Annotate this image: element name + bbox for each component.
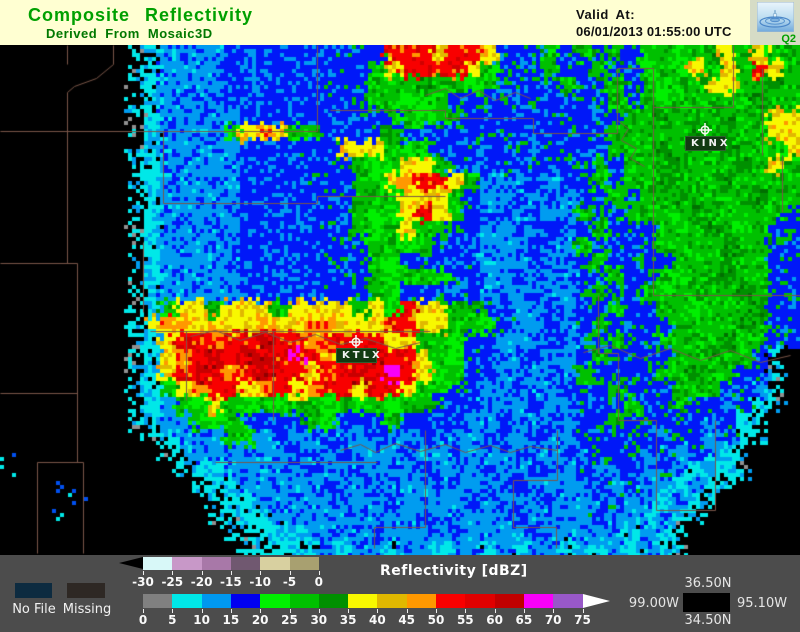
scale-bottom-cell-9 — [406, 594, 437, 608]
scale-bottom-tick-15 — [582, 609, 584, 613]
scale-bottom-tick-7 — [348, 609, 350, 613]
scale-top-tick-label-1: -25 — [161, 575, 184, 589]
scale-bottom-tick-12 — [494, 609, 496, 613]
scale-bottom-tick-13 — [523, 609, 525, 613]
scale-bottom-tick-2 — [201, 609, 203, 613]
scale-bottom-cell-1 — [172, 594, 203, 608]
scale-bottom-cell-10 — [436, 594, 466, 608]
scale-bottom-tick-14 — [553, 609, 555, 613]
bound-south: 34.50N — [684, 613, 732, 628]
scale-bottom-tick-label-15: 75 — [574, 613, 591, 627]
q2-logo-label: Q2 — [781, 33, 796, 45]
station-label-ktlx: KTLX — [336, 348, 380, 363]
scale-top-tick-label-0: -30 — [132, 575, 154, 589]
scale-top-tick-label-2: -20 — [190, 575, 213, 589]
ktlx-radar-site-icon — [349, 335, 363, 349]
scale-top-cell-2 — [201, 557, 232, 570]
scale-top-cell-1 — [172, 557, 203, 570]
scale-bottom-tick-label-4: 20 — [251, 613, 269, 627]
scale-top-tick-4 — [260, 571, 262, 575]
kinx-radar-site-icon — [698, 123, 712, 137]
scale-bottom-tick-6 — [318, 609, 320, 613]
scale-bottom-tick-label-3: 15 — [222, 613, 240, 627]
scale-top-tick-label-4: -10 — [249, 575, 272, 589]
scale-bottom-tick-label-13: 65 — [515, 613, 533, 627]
scale-top-arrow-icon — [119, 557, 143, 569]
scale-bottom-tick-label-0: 0 — [138, 613, 148, 627]
scale-top-tick-2 — [201, 571, 203, 575]
scale-bottom-tick-label-11: 55 — [456, 613, 474, 627]
scale-bottom-tick-label-5: 25 — [281, 613, 298, 627]
station-label-kinx: KINX — [685, 136, 728, 151]
radar-map: KTLX KINX — [0, 45, 800, 555]
scale-bottom-tick-label-7: 35 — [339, 613, 357, 627]
scale-bottom-cell-3 — [230, 594, 261, 608]
scale-top-tick-label-6: 0 — [314, 575, 323, 589]
scale-bottom-tick-label-14: 70 — [544, 613, 562, 627]
no-file-label: No File — [12, 602, 56, 617]
legend-panel: No File Missing Reflectivity [dBZ] -30 -2… — [0, 555, 800, 632]
scale-top-tick-1 — [172, 571, 174, 575]
scale-bottom-tick-10 — [436, 609, 437, 613]
valid-at-value: 06/01/2013 01:55:00 UTC — [576, 24, 732, 39]
scale-bottom-cell-4 — [260, 594, 290, 608]
bound-east: 95.10W — [737, 596, 788, 611]
scale-bottom-cell-0 — [143, 594, 173, 608]
scale-bottom-tick-8 — [377, 609, 379, 613]
scale-bottom-tick-3 — [230, 609, 232, 613]
scale-bottom-tick-label-12: 60 — [486, 613, 503, 627]
no-file-swatch — [15, 583, 52, 598]
q2-water-ripple-icon — [757, 2, 794, 32]
scale-bottom-cell-13 — [523, 594, 554, 608]
scale-bottom-cell-2 — [201, 594, 232, 608]
scale-bottom-tick-label-8: 40 — [369, 613, 386, 627]
scale-bottom-tick-label-1: 5 — [168, 613, 177, 627]
scale-bottom-tick-0 — [143, 609, 144, 613]
valid-at-label: Valid At: — [576, 7, 636, 22]
scale-title: Reflectivity [dBZ] — [380, 563, 528, 579]
scale-bottom-tick-label-2: 10 — [193, 613, 210, 627]
scale-top-tick-0 — [143, 571, 144, 575]
scale-bottom-tick-5 — [289, 609, 291, 613]
scale-bottom-tick-4 — [260, 609, 262, 613]
scale-top-tick-5 — [289, 571, 291, 575]
bound-west: 99.00W — [628, 596, 679, 611]
scale-bottom-tick-9 — [406, 609, 408, 613]
scale-top-cell-3 — [230, 557, 261, 570]
bound-north: 36.50N — [684, 576, 732, 591]
scale-bottom-cell-14 — [553, 594, 583, 608]
page-subtitle: Derived From Mosaic3D — [46, 26, 213, 41]
radar-canvas — [0, 45, 800, 555]
scale-top-tick-3 — [230, 571, 232, 575]
scale-bottom-cell-12 — [494, 594, 525, 608]
page-title: Composite Reflectivity — [28, 5, 254, 25]
scale-bottom-tick-11 — [465, 609, 467, 613]
scale-bottom-cell-7 — [348, 594, 378, 608]
missing-swatch — [67, 583, 105, 598]
scale-bottom-cell-5 — [289, 594, 320, 608]
missing-label: Missing — [62, 602, 112, 617]
scale-top-cell-0 — [143, 557, 173, 570]
scale-bottom-tick-label-6: 30 — [310, 613, 328, 627]
scale-bottom-tick-1 — [172, 609, 174, 613]
scale-bottom-arrow-icon — [582, 594, 610, 608]
scale-bottom-tick-label-9: 45 — [398, 613, 416, 627]
q2-logo-panel: Q2 — [750, 0, 800, 47]
scale-bottom-cell-6 — [318, 594, 349, 608]
header: Composite Reflectivity Derived From Mosa… — [0, 0, 800, 47]
scale-bottom-cell-11 — [465, 594, 496, 608]
bounds-box — [683, 593, 730, 612]
scale-top-tick-label-5: -5 — [282, 575, 297, 589]
scale-top-tick-6 — [318, 571, 320, 575]
scale-bottom-tick-label-10: 50 — [427, 613, 445, 627]
scale-top-cell-4 — [260, 557, 290, 570]
scale-top-cell-5 — [289, 557, 320, 570]
scale-bottom-cell-8 — [377, 594, 408, 608]
scale-top-tick-label-3: -15 — [220, 575, 242, 589]
